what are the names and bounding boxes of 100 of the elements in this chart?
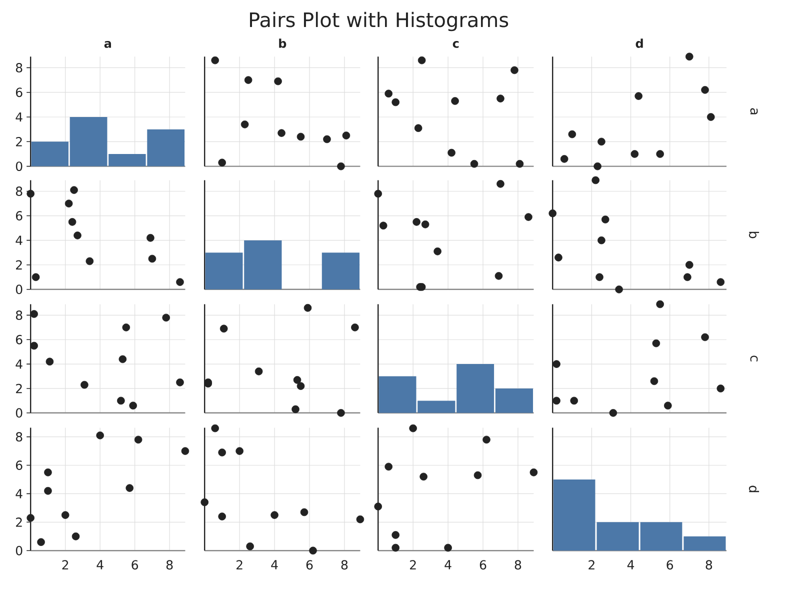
point [211,56,219,64]
y-tick-label: 8 [16,186,22,196]
x-tick-label: 2 [236,560,242,570]
y-tick-label: 0 [16,162,22,172]
point [530,468,538,476]
text: d [748,486,760,492]
point [30,310,38,318]
point [685,260,694,269]
text: b [748,232,760,238]
point [26,514,34,522]
point [598,138,606,146]
point [218,448,226,456]
point [596,273,604,282]
y-tick-label: 4 [16,360,22,369]
point [592,176,600,184]
chart-title: b [279,38,286,48]
point [32,273,40,282]
point [630,150,639,158]
point [474,471,482,480]
point [414,124,422,132]
point [274,77,282,86]
point [374,190,382,198]
point [309,546,317,555]
y-tick-label: 8 [16,310,22,320]
y-tick-label: 0 [16,284,22,294]
point [148,254,156,263]
y-tick-label: 0 [16,546,22,556]
point [448,148,456,157]
point [236,447,244,455]
y-tick-label: 2 [16,137,22,146]
point [181,447,190,455]
point [218,512,226,520]
point [552,396,560,405]
point [337,409,345,417]
point [86,257,94,266]
y-tick-label: 0 [16,408,22,418]
text: a [750,108,758,114]
point [176,378,184,386]
x-tick-label: 2 [410,560,416,570]
point [44,486,52,495]
point [162,314,170,322]
y-tick-label: 6 [16,334,22,344]
point [126,484,134,492]
y-tick-label: 2 [16,384,22,394]
point [384,90,392,98]
x-tick-label: 2 [588,560,594,570]
point [218,158,226,167]
point [392,544,400,552]
point [434,247,442,256]
point [351,324,359,332]
point [634,92,642,100]
point [117,396,125,405]
point [418,56,426,64]
point [356,515,364,524]
point [516,160,524,168]
point [524,213,532,221]
point [409,424,417,432]
point [420,472,428,481]
point [74,232,82,240]
chart-title: a [104,41,112,48]
y-tick-label: 8 [16,62,22,72]
point [96,431,104,440]
point [278,129,286,137]
x-tick-label: 6 [480,560,486,570]
point [392,98,400,106]
point [44,468,52,476]
point [122,324,130,332]
point [30,342,38,350]
point [176,278,184,286]
point [656,300,664,308]
x-tick-label: 2 [62,560,68,570]
point [80,380,88,389]
x-tick-label: 8 [166,560,173,570]
point [72,532,80,540]
point [244,76,252,84]
point [293,376,302,384]
x-tick-label: 8 [706,560,712,570]
point [701,86,709,94]
point [296,382,305,390]
point [254,367,263,376]
point [220,324,228,333]
point [246,542,254,550]
y-tick-label: 6 [16,460,22,470]
point [70,186,78,194]
y-tick-label: 2 [16,518,22,527]
point [568,130,576,138]
x-tick-label: 4 [444,560,452,570]
point [270,511,278,519]
point [392,531,400,539]
point [656,150,664,158]
point [685,52,694,61]
y-tick-label: 6 [16,88,22,98]
x-tick-label: 6 [306,560,313,570]
x-tick-label: 4 [627,560,634,570]
point [482,436,490,444]
point [684,273,692,282]
point [337,162,345,170]
x-tick-label: 4 [271,560,278,570]
point [444,544,452,552]
point [64,200,73,208]
